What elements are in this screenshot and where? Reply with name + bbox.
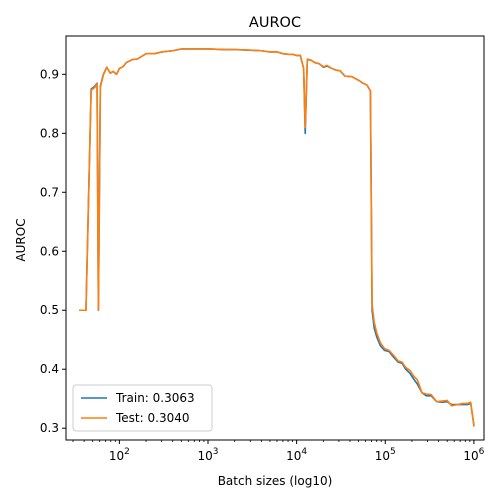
plot-area xyxy=(65,35,485,441)
chart-title: AUROC xyxy=(249,15,301,31)
plot-background xyxy=(66,36,484,440)
x-tick-label: 106 xyxy=(463,447,484,463)
y-tick-label: 0.6 xyxy=(40,244,59,258)
series-layer xyxy=(79,48,475,427)
legend: Train: 0.3063 Test: 0.3040 xyxy=(72,384,213,432)
y-tick-label: 0.9 xyxy=(40,67,59,81)
y-tick-label: 0.5 xyxy=(40,303,59,317)
y-axis-label: AUROC xyxy=(14,218,28,261)
test-series-line xyxy=(79,48,475,427)
x-tick-label: 105 xyxy=(375,447,396,463)
legend-box xyxy=(72,384,213,432)
y-tick-label: 0.8 xyxy=(40,126,59,140)
ticks-layer: 0.3 0.4 0.5 0.6 0.7 0.8 0.9 102 103 104 105 106 xyxy=(40,67,485,463)
x-tick-label: 104 xyxy=(286,447,307,463)
y-tick-label: 0.3 xyxy=(40,421,59,435)
x-tick-label: 103 xyxy=(197,447,218,463)
x-tick-label: 102 xyxy=(109,447,130,463)
plot-frame xyxy=(65,35,485,441)
legend-test-label: Test: 0.3040 xyxy=(115,411,189,425)
legend-train-label: Train: 0.3063 xyxy=(115,391,195,405)
y-tick-label: 0.7 xyxy=(40,185,59,199)
y-tick-label: 0.4 xyxy=(40,362,59,376)
x-axis-label: Batch sizes (log10) xyxy=(218,474,333,488)
